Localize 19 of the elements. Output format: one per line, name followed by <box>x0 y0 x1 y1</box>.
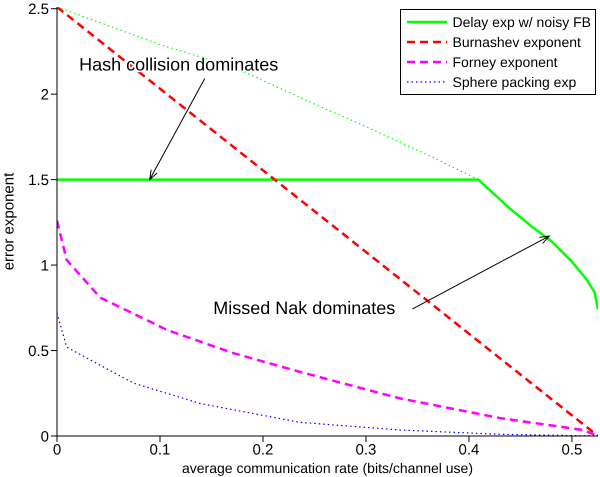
x-tick-label: 0.1 <box>150 442 170 459</box>
x-tick-label: 0.5 <box>562 442 582 459</box>
x-tick-label: 0.3 <box>356 442 376 459</box>
y-tick-label: 1 <box>40 257 49 274</box>
x-tick-label: 0.4 <box>458 442 480 459</box>
x-tick-label: 0 <box>52 442 62 459</box>
y-tick-label: 0.5 <box>28 342 49 360</box>
annotation: Missed Nak dominates <box>213 298 396 318</box>
x-tick-label: 0.2 <box>252 442 274 459</box>
legend-label: Sphere packing exp <box>452 73 576 92</box>
x-axis-title: average communication rate (bits/channel use) <box>182 460 474 476</box>
legend-label: Burnashev exponent <box>452 33 581 52</box>
y-tick-label: 2.5 <box>28 1 49 18</box>
y-axis-title: error exponent <box>0 172 18 270</box>
legend-label: Delay exp w/ noisy FB <box>452 13 591 32</box>
y-tick-label: 2 <box>40 86 49 104</box>
y-tick-label: 1.5 <box>28 172 49 189</box>
legend-label: Forney exponent <box>452 53 558 72</box>
y-tick-label: 0 <box>40 428 49 446</box>
